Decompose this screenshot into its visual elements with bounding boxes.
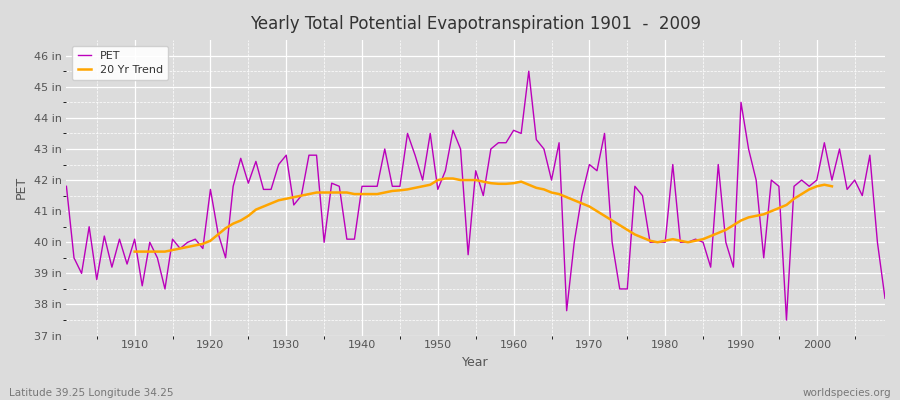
PET bbox=[879, 296, 890, 301]
20 Yr Trend bbox=[485, 181, 496, 186]
PET bbox=[781, 318, 792, 322]
PET bbox=[524, 69, 535, 74]
PET bbox=[508, 128, 519, 133]
20 Yr Trend bbox=[274, 198, 284, 203]
20 Yr Trend bbox=[690, 238, 701, 243]
PET bbox=[334, 184, 345, 189]
20 Yr Trend bbox=[243, 214, 254, 218]
Text: Latitude 39.25 Longitude 34.25: Latitude 39.25 Longitude 34.25 bbox=[9, 388, 174, 398]
PET bbox=[122, 262, 132, 266]
Legend: PET, 20 Yr Trend: PET, 20 Yr Trend bbox=[72, 46, 168, 80]
Y-axis label: PET: PET bbox=[15, 176, 28, 200]
20 Yr Trend bbox=[622, 228, 633, 232]
PET bbox=[607, 240, 617, 245]
PET bbox=[288, 202, 299, 207]
PET bbox=[500, 140, 511, 145]
20 Yr Trend bbox=[440, 176, 451, 181]
PET bbox=[61, 184, 72, 189]
Line: PET: PET bbox=[67, 71, 885, 320]
20 Yr Trend bbox=[826, 184, 837, 189]
Title: Yearly Total Potential Evapotranspiration 1901  -  2009: Yearly Total Potential Evapotranspiratio… bbox=[250, 15, 701, 33]
20 Yr Trend bbox=[130, 249, 140, 254]
Text: worldspecies.org: worldspecies.org bbox=[803, 388, 891, 398]
20 Yr Trend bbox=[220, 226, 231, 231]
Line: 20 Yr Trend: 20 Yr Trend bbox=[135, 178, 832, 252]
X-axis label: Year: Year bbox=[463, 356, 489, 369]
